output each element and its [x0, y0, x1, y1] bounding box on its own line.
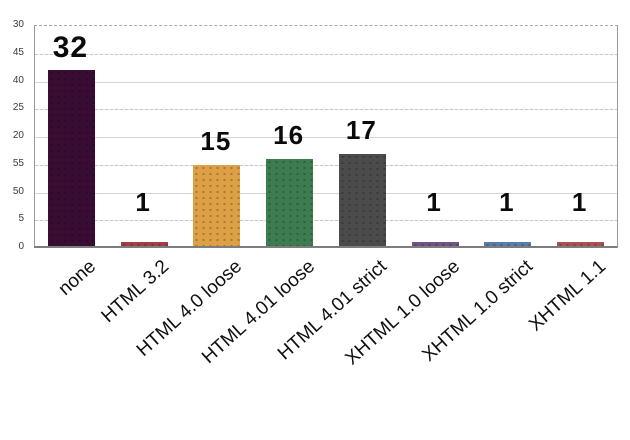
- x-axis-line: [34, 246, 617, 248]
- bar-none: [47, 70, 95, 248]
- gridline: [35, 220, 617, 222]
- gridline: [35, 53, 617, 55]
- gridline: [35, 109, 617, 111]
- bar-slot: [35, 26, 108, 248]
- bar-value-label: 15: [200, 125, 232, 156]
- gridline: [35, 164, 617, 166]
- y-tick-label: 5: [18, 213, 24, 225]
- bar-value-label: 1: [135, 187, 151, 218]
- plot-area: [34, 25, 618, 248]
- x-category-label: none: [54, 256, 101, 300]
- y-tick-label: 50: [12, 185, 24, 197]
- bar-slot: [326, 26, 399, 248]
- bar-HTML 4.01 strict: [338, 153, 386, 248]
- y-tick-label: 30: [12, 19, 24, 30]
- y-tick-label: 55: [12, 157, 24, 169]
- bar-XHTML 1.0 loose: [411, 242, 459, 248]
- bar-value-label: 1: [571, 187, 588, 218]
- y-tick-label: 20: [12, 130, 24, 141]
- y-tick-label: 25: [12, 102, 24, 114]
- bar-slot: [472, 26, 545, 248]
- bar-HTML 4.0 loose: [193, 164, 241, 248]
- bar-slot: [181, 26, 254, 248]
- gridline: [35, 137, 617, 138]
- bar-value-label: 16: [273, 120, 305, 151]
- bar-slot: [544, 26, 617, 248]
- bar-value-label: 1: [426, 187, 442, 218]
- bar-HTML 4.01 loose: [266, 159, 314, 248]
- bar-value-label: 32: [52, 31, 89, 65]
- x-category-label: XHTML 1.1: [524, 256, 610, 336]
- bar-XHTML 1.1: [557, 242, 605, 248]
- bar-slot: [399, 26, 472, 248]
- bar-slot: [108, 26, 181, 248]
- gridline: [35, 81, 617, 83]
- bar-value-label: 17: [345, 114, 377, 145]
- bar-HTML 3.2: [120, 242, 168, 248]
- bar-value-label: 1: [499, 187, 515, 218]
- bar-slot: [253, 26, 326, 248]
- bar-XHTML 1.0 strict: [484, 242, 532, 248]
- y-tick-label: 0: [18, 241, 24, 252]
- y-tick-label: 40: [12, 74, 24, 86]
- gridline: [35, 192, 617, 194]
- y-tick-label: 45: [12, 46, 24, 58]
